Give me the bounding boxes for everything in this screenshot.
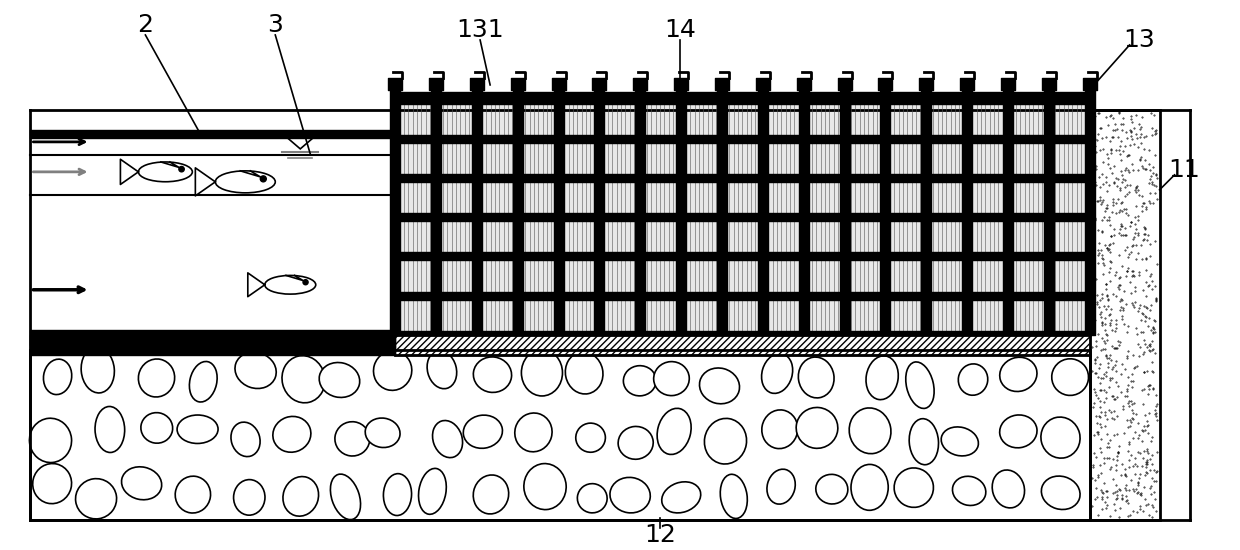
Ellipse shape xyxy=(32,464,72,504)
Ellipse shape xyxy=(330,474,361,520)
Ellipse shape xyxy=(941,427,978,456)
Circle shape xyxy=(260,176,267,182)
Bar xyxy=(31,350,1090,520)
Ellipse shape xyxy=(139,359,175,397)
Ellipse shape xyxy=(515,413,552,452)
Ellipse shape xyxy=(95,406,125,453)
Ellipse shape xyxy=(433,421,463,458)
Ellipse shape xyxy=(30,418,72,463)
Ellipse shape xyxy=(419,469,446,514)
Ellipse shape xyxy=(231,422,260,456)
Ellipse shape xyxy=(662,482,701,513)
Ellipse shape xyxy=(866,356,898,400)
Ellipse shape xyxy=(523,464,567,510)
Ellipse shape xyxy=(992,470,1024,508)
Text: 11: 11 xyxy=(1168,158,1200,182)
Ellipse shape xyxy=(999,415,1037,448)
Ellipse shape xyxy=(849,408,892,454)
Ellipse shape xyxy=(43,359,72,394)
Text: 131: 131 xyxy=(456,18,503,42)
Ellipse shape xyxy=(366,418,401,448)
Ellipse shape xyxy=(464,415,502,448)
Ellipse shape xyxy=(610,477,650,513)
Ellipse shape xyxy=(704,419,746,464)
Ellipse shape xyxy=(383,474,412,515)
Text: 3: 3 xyxy=(268,13,283,37)
Ellipse shape xyxy=(699,368,739,404)
Ellipse shape xyxy=(281,356,325,403)
Text: 12: 12 xyxy=(644,522,676,547)
Ellipse shape xyxy=(233,480,265,515)
Ellipse shape xyxy=(1042,476,1080,509)
Ellipse shape xyxy=(1040,417,1080,458)
Ellipse shape xyxy=(578,483,608,513)
Ellipse shape xyxy=(720,474,748,519)
Ellipse shape xyxy=(618,426,653,459)
Ellipse shape xyxy=(141,412,172,443)
Ellipse shape xyxy=(816,474,848,504)
Ellipse shape xyxy=(653,361,689,395)
Ellipse shape xyxy=(190,361,217,402)
Ellipse shape xyxy=(122,467,161,500)
Ellipse shape xyxy=(657,408,691,454)
Text: 13: 13 xyxy=(1123,28,1156,52)
Bar xyxy=(1090,110,1159,520)
Ellipse shape xyxy=(905,362,934,409)
Ellipse shape xyxy=(319,362,360,398)
Ellipse shape xyxy=(799,357,835,398)
Bar xyxy=(396,335,1090,355)
Ellipse shape xyxy=(894,468,934,507)
Text: 2: 2 xyxy=(138,13,154,37)
Ellipse shape xyxy=(766,469,795,504)
Ellipse shape xyxy=(796,408,838,448)
Ellipse shape xyxy=(575,423,605,452)
Ellipse shape xyxy=(565,352,603,394)
Ellipse shape xyxy=(177,415,218,443)
Ellipse shape xyxy=(761,410,797,449)
Ellipse shape xyxy=(851,464,888,510)
Ellipse shape xyxy=(234,352,277,388)
Ellipse shape xyxy=(76,478,117,519)
Ellipse shape xyxy=(273,416,311,452)
Ellipse shape xyxy=(624,366,656,396)
Ellipse shape xyxy=(335,422,370,456)
Ellipse shape xyxy=(521,350,563,396)
Ellipse shape xyxy=(909,419,939,465)
Ellipse shape xyxy=(761,354,792,393)
Ellipse shape xyxy=(474,357,512,393)
Text: 14: 14 xyxy=(663,18,696,42)
Circle shape xyxy=(179,167,185,172)
Ellipse shape xyxy=(427,351,456,389)
Ellipse shape xyxy=(283,476,319,516)
Ellipse shape xyxy=(952,476,986,505)
Ellipse shape xyxy=(81,347,114,393)
Ellipse shape xyxy=(373,351,412,390)
Ellipse shape xyxy=(474,475,508,514)
Ellipse shape xyxy=(999,358,1037,392)
Ellipse shape xyxy=(959,364,988,395)
Ellipse shape xyxy=(175,476,211,513)
Ellipse shape xyxy=(1052,359,1089,395)
Circle shape xyxy=(303,279,308,285)
